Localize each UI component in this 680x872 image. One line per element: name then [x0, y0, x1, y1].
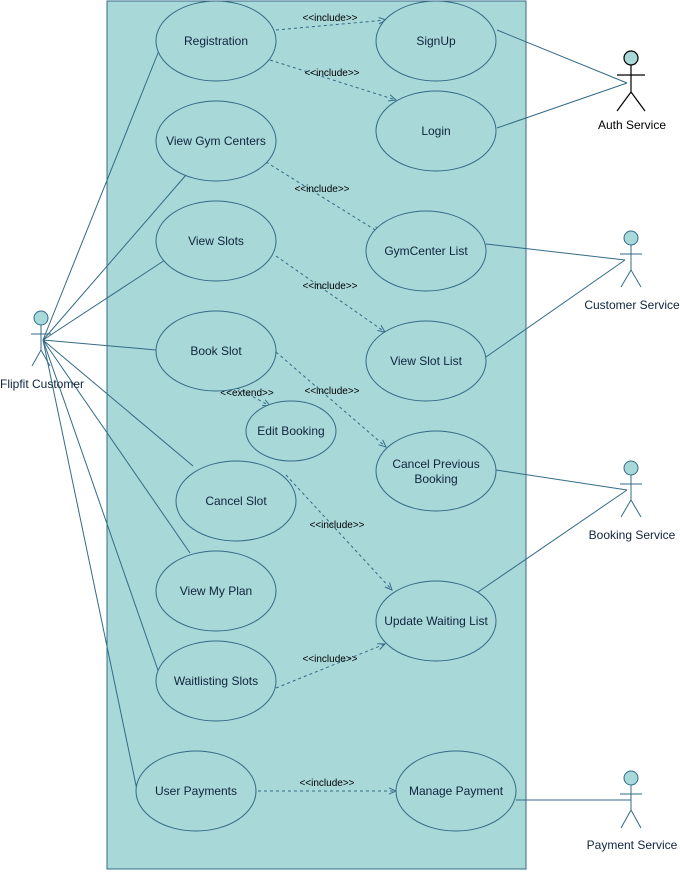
service-associations	[477, 29, 631, 801]
use-case-cancel-previous-booking[interactable]: Cancel Previous Booking	[375, 430, 497, 512]
use-case-view-slots[interactable]: View Slots	[155, 200, 277, 282]
assoc-cancel-slot	[42, 339, 194, 467]
use-case-label: View My Plan	[180, 584, 252, 598]
assoc-registration	[42, 47, 161, 341]
label-include-signup: <<include>>	[302, 13, 357, 24]
relation-labels: <<include>> <<include>> <<include>> <<in…	[220, 13, 364, 789]
actor-head	[623, 230, 639, 246]
assoc-view-my-plan	[42, 339, 191, 554]
actor-label: Payment Service	[587, 838, 678, 852]
use-case-login[interactable]: Login	[375, 90, 497, 172]
use-case-label: Edit Booking	[257, 424, 324, 438]
use-case-label: SignUp	[416, 34, 456, 48]
rel-registration-signup	[275, 20, 386, 31]
actor-flipfit-customer[interactable]: Flipfit Customer	[0, 310, 84, 391]
use-case-book-slot[interactable]: Book Slot	[155, 310, 277, 392]
actor-label: Flipfit Customer	[0, 377, 84, 391]
label-extend-editbooking: <<extend>>	[220, 388, 274, 399]
use-case-cancel-slot[interactable]: Cancel Slot	[175, 460, 297, 542]
actor-head	[623, 50, 639, 66]
rel-viewslots-slotlist	[275, 255, 385, 332]
actor-booking-service[interactable]: Booking Service	[589, 460, 676, 542]
use-case-label: Update Waiting List	[384, 614, 488, 628]
actor-label: Customer Service	[584, 298, 680, 312]
label-include-waitlisting: <<include>>	[302, 654, 357, 665]
use-case-user-payments[interactable]: User Payments	[135, 750, 257, 832]
use-case-gymcenter-list[interactable]: GymCenter List	[365, 210, 487, 292]
actor-head	[623, 770, 639, 786]
use-case-label: Book Slot	[190, 344, 242, 358]
use-case-label: User Payments	[155, 784, 237, 798]
use-case-registration[interactable]: Registration	[155, 0, 277, 82]
use-case-signup[interactable]: SignUp	[375, 0, 497, 82]
use-case-view-my-plan[interactable]: View My Plan	[155, 550, 277, 632]
label-include-slotlist: <<include>>	[302, 281, 357, 292]
use-case-manage-payment[interactable]: Manage Payment	[395, 750, 517, 832]
use-case-label: Login	[421, 124, 450, 138]
use-case-label: View Slot List	[390, 354, 462, 368]
rel-bookslot-cancelprev	[275, 351, 386, 447]
actor-label: Booking Service	[589, 528, 676, 542]
use-case-label: View Slots	[188, 234, 244, 248]
label-include-login: <<include>>	[304, 68, 359, 79]
assoc-slotlist-customer-service	[485, 259, 626, 358]
actor-head	[623, 460, 639, 476]
actor-head	[33, 310, 49, 326]
actor-auth-service[interactable]: Auth Service	[598, 50, 666, 132]
use-case-label: Cancel Slot	[205, 494, 267, 508]
use-case-update-waiting-list[interactable]: Update Waiting List	[375, 580, 497, 662]
actor-label: Auth Service	[598, 118, 666, 132]
use-case-waitlisting-slots[interactable]: Waitlisting Slots	[155, 640, 277, 722]
rel-registration-login	[269, 59, 396, 100]
assoc-signup-auth	[496, 29, 628, 84]
label-include-payment: <<include>>	[299, 778, 354, 789]
assoc-cancel-prev-booking-service	[495, 469, 628, 491]
assoc-gymlist-customer-service	[485, 243, 626, 261]
include-extend-relations	[236, 20, 396, 791]
customer-associations	[42, 47, 194, 791]
use-case-edit-booking[interactable]: Edit Booking	[245, 400, 337, 462]
use-case-label: Registration	[184, 34, 248, 48]
actor-customer-service[interactable]: Customer Service	[584, 230, 680, 312]
use-case-view-gym-centers[interactable]: View Gym Centers	[155, 100, 277, 182]
rel-waitlisting-waitinglist	[275, 644, 385, 689]
actor-payment-service[interactable]: Payment Service	[587, 770, 678, 852]
use-case-label-line-1: Cancel Previous	[392, 457, 479, 471]
assoc-waitlisting-slots	[42, 339, 161, 677]
assoc-user-payments	[42, 339, 138, 791]
assoc-login-auth	[496, 82, 628, 129]
rel-cancelslot-waitinglist	[285, 474, 392, 590]
rel-bookslot-editbooking	[236, 387, 270, 406]
use-case-label-line-2: Booking	[414, 472, 457, 486]
assoc-waiting-list-booking-service	[477, 489, 628, 593]
assoc-view-slots	[42, 259, 166, 341]
use-case-view-slot-list[interactable]: View Slot List	[365, 320, 487, 402]
rel-viewgym-gymlist	[265, 161, 380, 233]
assoc-book-slot	[42, 339, 157, 351]
label-include-cancelprev: <<include>>	[304, 386, 359, 397]
use-case-label: Waitlisting Slots	[174, 674, 258, 688]
use-case-label: View Gym Centers	[166, 134, 266, 148]
use-cases: Registration SignUp Login View Gym Cente…	[135, 0, 517, 832]
use-case-label: Manage Payment	[409, 784, 504, 798]
label-include-gymlist: <<include>>	[294, 184, 349, 195]
assoc-view-gym-centers	[42, 174, 187, 341]
use-case-label: GymCenter List	[384, 244, 468, 258]
label-include-waitinglist: <<include>>	[309, 520, 364, 531]
